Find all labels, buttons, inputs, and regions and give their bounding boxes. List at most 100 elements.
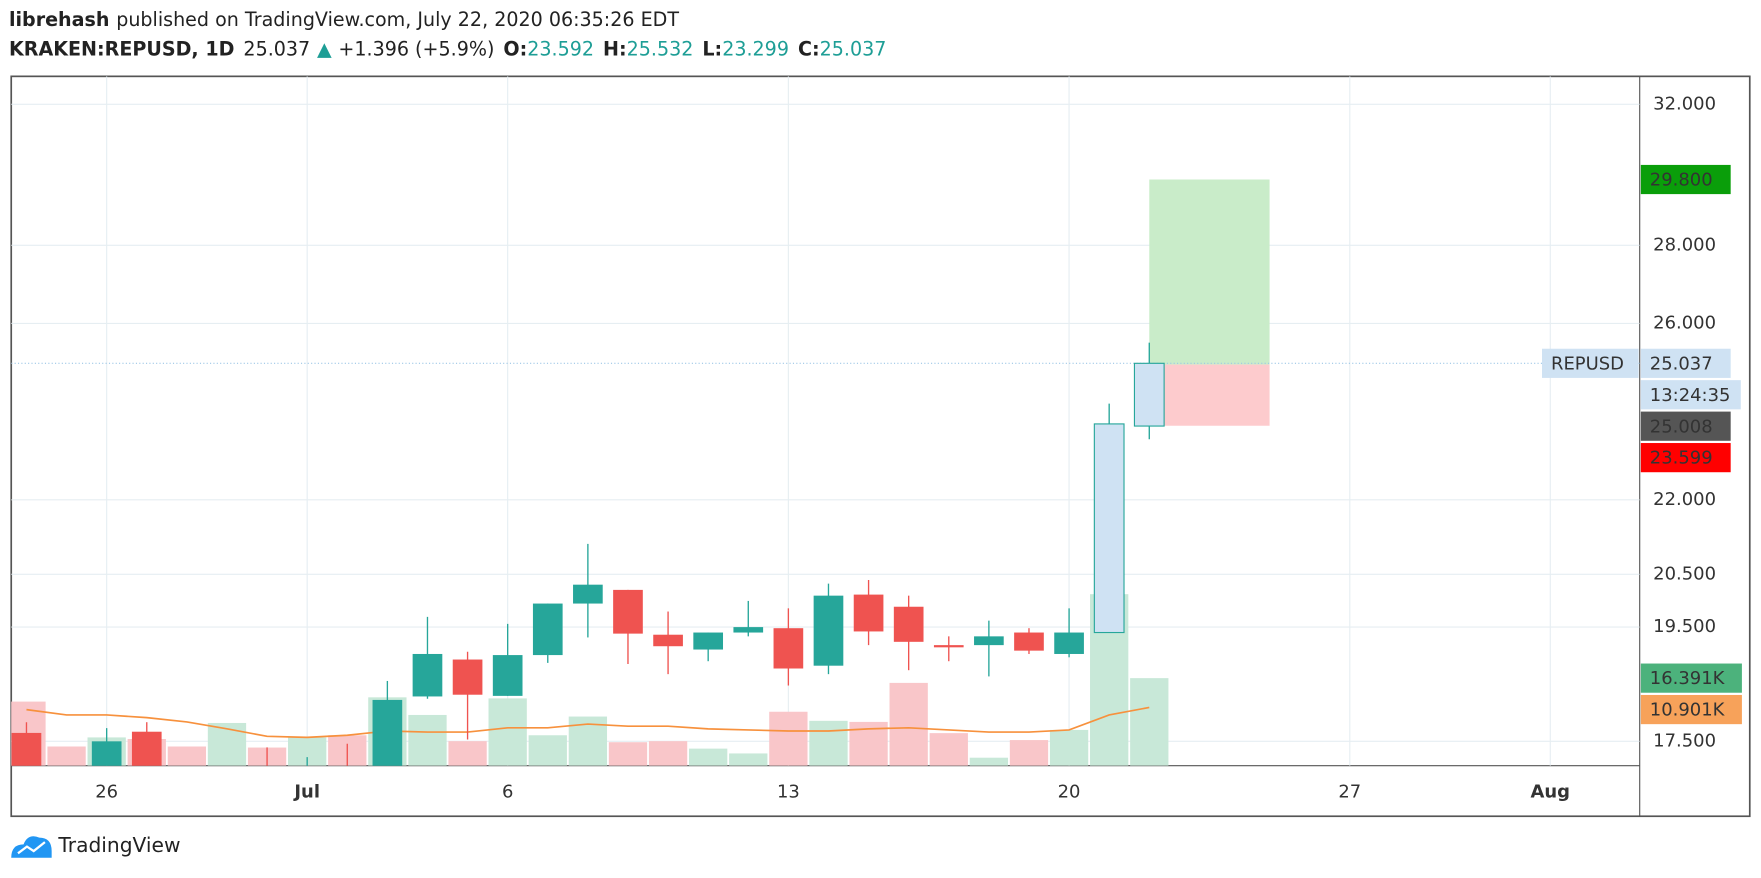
candle-body <box>1133 362 1165 427</box>
volume-bar <box>689 748 728 766</box>
volume-bar <box>608 742 648 766</box>
h-val: 25.532 <box>627 38 694 60</box>
volume-bar <box>889 682 928 766</box>
symbol-tag: REPUSD <box>1551 353 1624 374</box>
y-tick-label: 28.000 <box>1653 234 1716 255</box>
volume-ma <box>26 706 1150 739</box>
candle-body <box>693 632 724 650</box>
volume-bar <box>809 720 848 766</box>
candle-body <box>172 778 202 791</box>
entry-label: 25.008 <box>1650 416 1713 437</box>
ma-label: 10.901K <box>1650 700 1726 721</box>
candle-body <box>131 731 162 766</box>
candle-body <box>532 603 563 656</box>
candle-body <box>212 778 242 791</box>
last: 25.037 <box>243 38 310 60</box>
frame <box>10 75 1751 818</box>
l-val: 23.299 <box>722 38 789 60</box>
x-tick-label: Aug <box>1531 782 1571 803</box>
volume-label: 16.391K <box>1650 668 1726 689</box>
volume-bar <box>1130 678 1169 766</box>
candle-body <box>412 653 443 697</box>
author: librehash <box>9 9 109 31</box>
candle-body <box>613 589 643 634</box>
candle-body <box>1014 632 1044 651</box>
x-tick-label: 13 <box>777 782 800 803</box>
o-key: O: <box>503 38 527 60</box>
candle-body <box>653 634 683 647</box>
candle-body <box>1054 632 1084 654</box>
last-label: 25.037 <box>1650 353 1713 374</box>
volume-bar <box>167 746 207 766</box>
candle-body <box>372 699 403 766</box>
target-label: 29.800 <box>1650 170 1713 191</box>
candle-body <box>332 775 362 778</box>
target-zone <box>1149 179 1270 365</box>
y-tick-label: 22.000 <box>1653 489 1716 510</box>
volume-bar <box>47 746 86 766</box>
x-tick-label: 27 <box>1338 782 1361 803</box>
candle-body <box>933 645 964 648</box>
candle-body <box>11 732 42 766</box>
volume-bar <box>488 698 527 766</box>
x-tick-label: Jul <box>292 782 320 803</box>
candle-body <box>974 636 1004 646</box>
candle-body <box>1093 423 1125 634</box>
symbol-tag-box <box>1541 348 1639 378</box>
volume-bar <box>448 741 487 766</box>
plot-area <box>11 76 1640 791</box>
logo <box>11 836 52 858</box>
candle-body <box>813 595 844 666</box>
candle-body <box>733 627 764 633</box>
y-tick-label: 17.500 <box>1653 730 1716 751</box>
y-tick-label: 20.500 <box>1653 563 1716 584</box>
y-tick-label: 26.000 <box>1653 312 1716 333</box>
c-key: C: <box>798 38 820 60</box>
brand: TradingView <box>57 833 180 857</box>
volume-bar <box>929 733 968 766</box>
volume-bar <box>648 741 688 766</box>
publish-line: librehash published on TradingView.com, J… <box>9 9 679 31</box>
candle-body <box>853 594 884 632</box>
volume-bar <box>1049 729 1089 766</box>
x-tick-label: 6 <box>502 782 513 803</box>
x-tick-label: 26 <box>95 782 118 803</box>
c-val: 25.037 <box>820 38 887 60</box>
volume-bar <box>408 714 447 766</box>
candle-body <box>893 606 924 642</box>
target-label-box <box>1640 164 1731 195</box>
countdown: 13:24:35 <box>1650 385 1731 406</box>
stop-label-box <box>1640 443 1731 473</box>
candle-body <box>91 741 122 766</box>
candle-body <box>573 584 603 604</box>
candle-body <box>492 655 523 696</box>
volume-bar <box>969 757 1009 766</box>
o-val: 23.592 <box>527 38 594 60</box>
candle-body <box>773 628 804 669</box>
volume-bar <box>207 722 247 766</box>
x-tick-label: 20 <box>1058 782 1081 803</box>
stop-label: 23.599 <box>1650 448 1713 469</box>
ma-label-box <box>1640 694 1742 725</box>
legend-line: KRAKEN:REPUSD, 1D 25.037 ▲ +1.396 (+5.9%) O:… <box>9 38 886 60</box>
symbol: KRAKEN:REPUSD, 1D <box>9 38 234 60</box>
candle-body <box>452 659 483 695</box>
h-key: H: <box>603 38 627 60</box>
y-tick-label: 19.500 <box>1653 616 1716 637</box>
candle-body <box>52 778 82 784</box>
candle-body <box>252 778 282 784</box>
volume-bar <box>729 753 768 766</box>
stop-zone <box>1149 364 1270 426</box>
countdown-box <box>1640 380 1741 410</box>
y-tick-label: 32.000 <box>1653 93 1716 114</box>
last-label-box <box>1640 348 1731 378</box>
volume-bar <box>769 711 808 766</box>
arrow: ▲ <box>317 38 332 60</box>
published: published on TradingView.com, July 22, 2… <box>116 9 679 31</box>
change: +1.396 (+5.9%) <box>338 38 494 60</box>
volume-label-box <box>1640 663 1742 693</box>
entry-label-box <box>1640 411 1731 441</box>
l-key: L: <box>702 38 722 60</box>
volume-bar <box>1009 740 1049 766</box>
